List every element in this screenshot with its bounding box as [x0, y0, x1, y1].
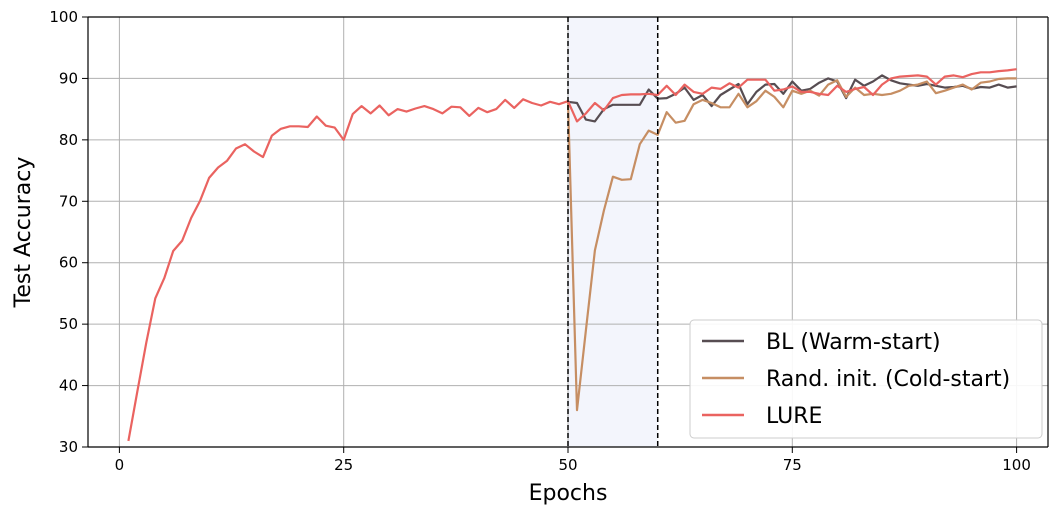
y-tick-label: 100: [49, 8, 78, 26]
x-axis-label: Epochs: [529, 481, 608, 506]
y-axis-label: Test Accuracy: [11, 157, 36, 309]
x-tick-label: 50: [558, 456, 577, 474]
legend-label: LURE: [766, 404, 822, 429]
legend-label: Rand. init. (Cold-start): [766, 367, 1010, 392]
y-tick-label: 90: [59, 69, 78, 87]
series-line-1: [567, 74, 1017, 123]
x-tick-label: 100: [1002, 456, 1031, 474]
y-tick-label: 80: [59, 131, 78, 149]
x-tick-label: 0: [115, 456, 125, 474]
y-tick-label: 70: [59, 192, 78, 210]
legend-box: [689, 319, 1043, 439]
y-tick-label: 30: [59, 438, 78, 456]
legend-label: BL (Warm-start): [766, 330, 941, 355]
x-tick-label: 75: [783, 456, 802, 474]
y-tick-label: 40: [59, 377, 78, 395]
highlight-region: [568, 17, 658, 447]
series-line-3: [127, 68, 1017, 442]
series-line-2: [566, 77, 1017, 412]
y-tick-label: 50: [59, 315, 78, 333]
x-tick-label: 25: [334, 456, 353, 474]
y-tick-label: 60: [59, 254, 78, 272]
